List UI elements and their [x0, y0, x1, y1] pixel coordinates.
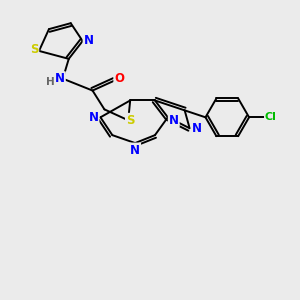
Text: N: N — [130, 143, 140, 157]
Text: O: O — [114, 72, 124, 85]
Text: S: S — [30, 44, 38, 56]
Text: H: H — [46, 76, 54, 87]
Text: N: N — [88, 111, 98, 124]
Text: S: S — [126, 114, 134, 127]
Text: N: N — [169, 114, 179, 127]
Text: N: N — [84, 34, 94, 46]
Text: Cl: Cl — [265, 112, 277, 122]
Text: N: N — [192, 122, 202, 135]
Text: N: N — [55, 72, 65, 85]
